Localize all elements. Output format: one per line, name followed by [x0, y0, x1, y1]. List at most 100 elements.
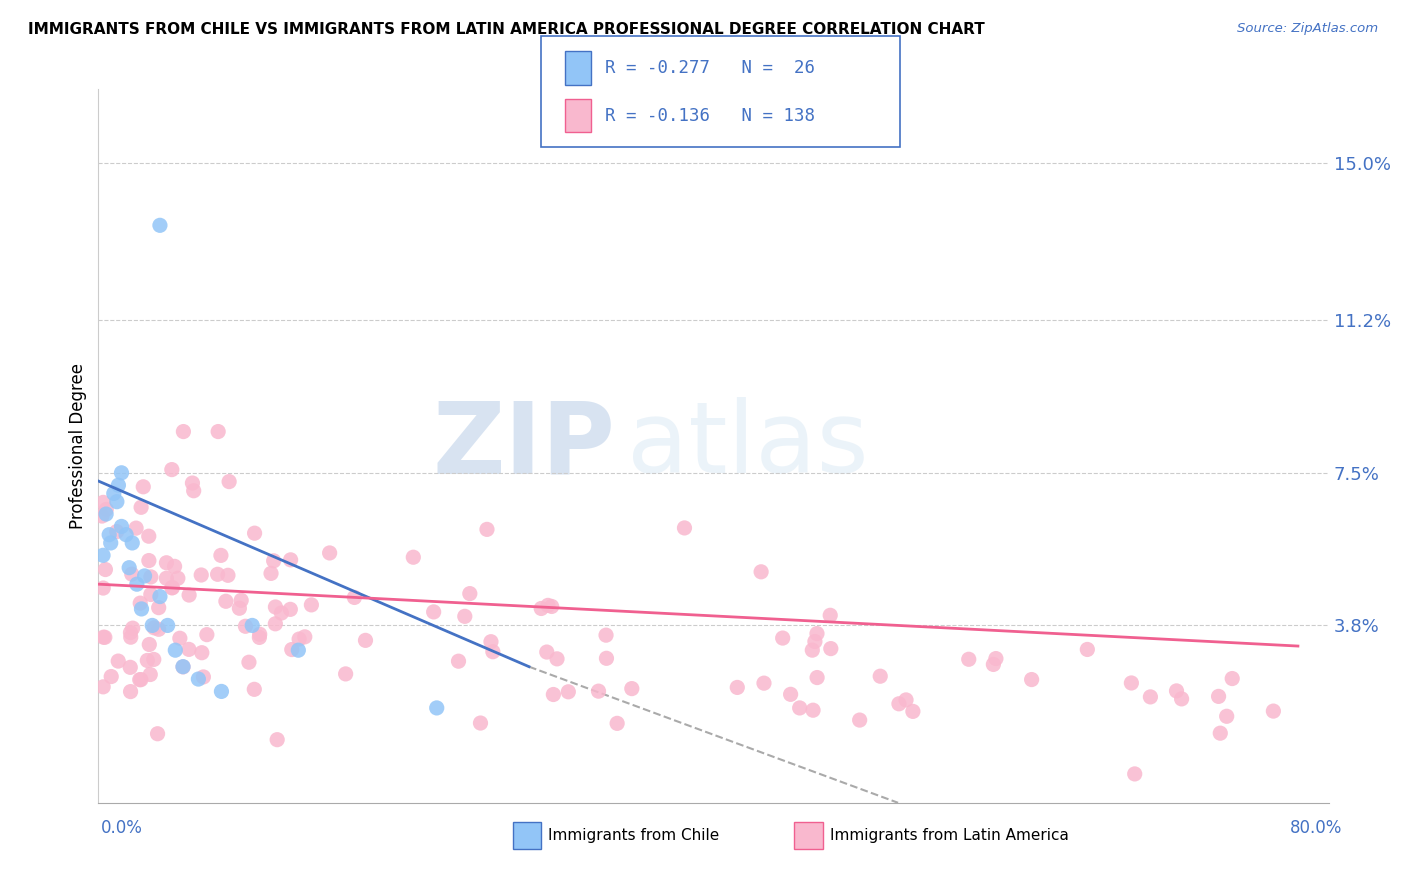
Point	[475, 522, 498, 536]
Point	[211, 684, 233, 698]
Point	[530, 601, 553, 615]
Point	[162, 581, 184, 595]
Point	[107, 654, 129, 668]
Text: Immigrants from Latin America: Immigrants from Latin America	[830, 829, 1069, 843]
Text: R = -0.136   N = 138: R = -0.136 N = 138	[605, 106, 814, 125]
Point	[804, 634, 827, 648]
Point	[187, 672, 209, 686]
Point	[155, 571, 177, 585]
Point	[100, 536, 122, 550]
Point	[118, 560, 141, 574]
Text: ZIP: ZIP	[432, 398, 616, 494]
Point	[155, 556, 177, 570]
Point	[129, 596, 152, 610]
Point	[193, 670, 215, 684]
Point	[606, 716, 628, 731]
Point	[94, 562, 117, 576]
Point	[134, 569, 156, 583]
Point	[266, 732, 288, 747]
Point	[470, 716, 492, 731]
Point	[149, 590, 172, 604]
Point	[280, 553, 302, 567]
Point	[263, 554, 285, 568]
Point	[143, 621, 166, 635]
Point	[869, 669, 891, 683]
Point	[818, 608, 841, 623]
Point	[131, 602, 153, 616]
Point	[160, 462, 183, 476]
Point	[343, 591, 366, 605]
Point	[243, 682, 266, 697]
Point	[288, 632, 311, 646]
Point	[806, 626, 828, 640]
Point	[120, 630, 142, 644]
Point	[294, 630, 316, 644]
Point	[546, 652, 568, 666]
Point	[540, 599, 562, 614]
Point	[98, 527, 121, 541]
Point	[96, 502, 118, 516]
Point	[801, 703, 824, 717]
Point	[110, 466, 132, 480]
Point	[138, 529, 160, 543]
Point	[901, 705, 924, 719]
Point	[1208, 690, 1230, 704]
Point	[195, 627, 218, 641]
Point	[93, 630, 115, 644]
Point	[479, 634, 502, 648]
Point	[110, 519, 132, 533]
Point	[207, 425, 229, 439]
Point	[125, 521, 148, 535]
Point	[238, 655, 260, 669]
Point	[125, 577, 148, 591]
Point	[217, 568, 239, 582]
Point	[91, 680, 114, 694]
Point	[120, 660, 142, 674]
Text: Source: ZipAtlas.com: Source: ZipAtlas.com	[1237, 22, 1378, 36]
Point	[209, 549, 232, 563]
Point	[887, 697, 910, 711]
Point	[752, 676, 775, 690]
Point	[177, 642, 200, 657]
Point	[115, 527, 138, 541]
Point	[1170, 691, 1192, 706]
Y-axis label: Professional Degree: Professional Degree	[69, 363, 87, 529]
Point	[91, 581, 114, 595]
Point	[957, 652, 980, 666]
Point	[772, 631, 794, 645]
Point	[120, 625, 142, 640]
Point	[91, 495, 114, 509]
Point	[191, 646, 214, 660]
Point	[270, 606, 292, 620]
Text: IMMIGRANTS FROM CHILE VS IMMIGRANTS FROM LATIN AMERICA PROFESSIONAL DEGREE CORRE: IMMIGRANTS FROM CHILE VS IMMIGRANTS FROM…	[28, 22, 984, 37]
Point	[160, 581, 183, 595]
Point	[287, 643, 309, 657]
Point	[105, 494, 128, 508]
Point	[172, 660, 194, 674]
Point	[458, 586, 481, 600]
Point	[156, 618, 179, 632]
Point	[105, 524, 128, 539]
Point	[894, 693, 917, 707]
Point	[215, 594, 238, 608]
Point	[240, 618, 263, 632]
Point	[121, 536, 143, 550]
Point	[260, 566, 283, 581]
Point	[228, 601, 250, 615]
Point	[820, 641, 842, 656]
Point	[1209, 726, 1232, 740]
Point	[177, 588, 200, 602]
Point	[132, 480, 155, 494]
Text: 0.0%: 0.0%	[101, 819, 143, 837]
Point	[107, 478, 129, 492]
Point	[129, 500, 152, 515]
Point	[536, 645, 558, 659]
Point	[335, 666, 357, 681]
Text: R = -0.277   N =  26: R = -0.277 N = 26	[605, 60, 814, 78]
Point	[207, 567, 229, 582]
Point	[100, 669, 122, 683]
Point	[806, 671, 828, 685]
Point	[148, 622, 170, 636]
Point	[139, 667, 162, 681]
Point	[149, 219, 172, 233]
